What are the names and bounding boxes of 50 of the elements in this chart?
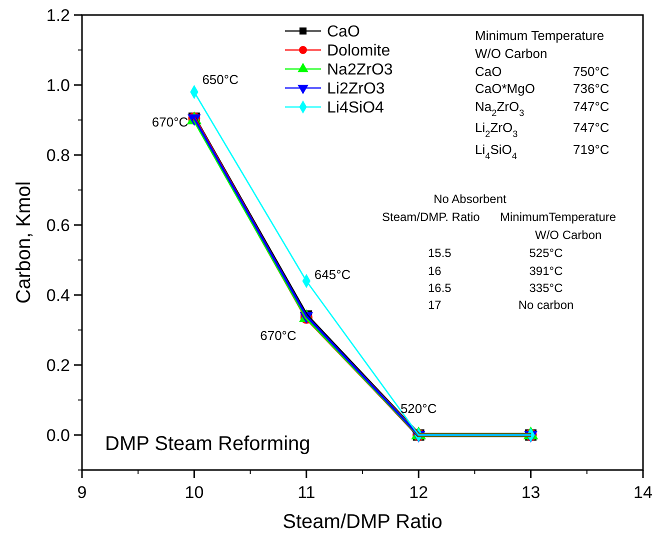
y-tick-label: 0.0 [46, 426, 70, 445]
y-tick-label: 0.6 [46, 216, 70, 235]
x-tick-label: 13 [521, 483, 540, 502]
annotation: Steam/DMP. Ratio [382, 210, 480, 224]
annotation: 16 [428, 264, 442, 278]
annotation: 670°C [260, 328, 296, 343]
annotation: Li$_{2}$ZrO$_{3}$ [475, 120, 518, 139]
annotation: Na$_{2}$ZrO$_{3}$ [475, 99, 524, 118]
annotation: 520°C [400, 401, 437, 416]
y-tick-label: 0.2 [46, 356, 70, 375]
legend-label: Li2ZrO3 [327, 80, 385, 98]
annotation: 650°C [202, 72, 238, 87]
annotation: 17 [428, 298, 442, 312]
x-tick-label: 12 [409, 483, 428, 502]
annotation: 15.5 [428, 246, 452, 260]
legend-label: Na2ZrO3 [327, 62, 393, 79]
annotation: CaO*MgO [475, 81, 535, 96]
annotation: 736°C [573, 81, 610, 96]
legend-label: CaO [327, 24, 360, 41]
annotation: No carbon [518, 298, 574, 312]
annotation: 719°C [573, 142, 610, 157]
x-tick-label: 9 [77, 483, 87, 502]
y-tick-label: 1.0 [46, 76, 70, 95]
annotation: 670°C [152, 114, 188, 130]
x-tick-label: 11 [298, 483, 316, 502]
annotation: 750°C [573, 64, 610, 79]
x-axis-title: Steam/DMP Ratio [282, 511, 442, 533]
annotation: W/O Carbon [475, 46, 548, 61]
x-tick-label: 14 [634, 483, 652, 502]
annotation: 391°C [529, 264, 564, 278]
annotation: Li$_{4}$SiO$_{4}$ [475, 142, 517, 161]
annotation: 525°C [529, 246, 564, 260]
annotation: No Absorbent [434, 192, 508, 206]
annotation: W/O Carbon [535, 228, 602, 242]
legend-label: Dolomite [327, 42, 390, 60]
annotation: 16.5 [428, 281, 452, 295]
y-tick-label: 0.8 [46, 146, 70, 165]
annotation: 335°C [529, 281, 564, 295]
annotation: 747°C [573, 120, 610, 135]
x-tick-label: 10 [184, 483, 204, 502]
y-axis-title: Carbon, Kmol [13, 181, 35, 304]
annotation: CaO [475, 64, 502, 79]
annotation: 645°C [314, 267, 351, 282]
annotation: MinimumTemperature [500, 210, 616, 224]
legend-label: Li4SiO4 [327, 100, 384, 117]
annotation: 747°C [573, 99, 610, 114]
annotation: Minimum Temperature [475, 28, 604, 43]
annotation: DMP Steam Reforming [105, 433, 310, 455]
y-tick-label: 1.2 [46, 6, 70, 25]
y-tick-label: 0.4 [46, 286, 70, 305]
